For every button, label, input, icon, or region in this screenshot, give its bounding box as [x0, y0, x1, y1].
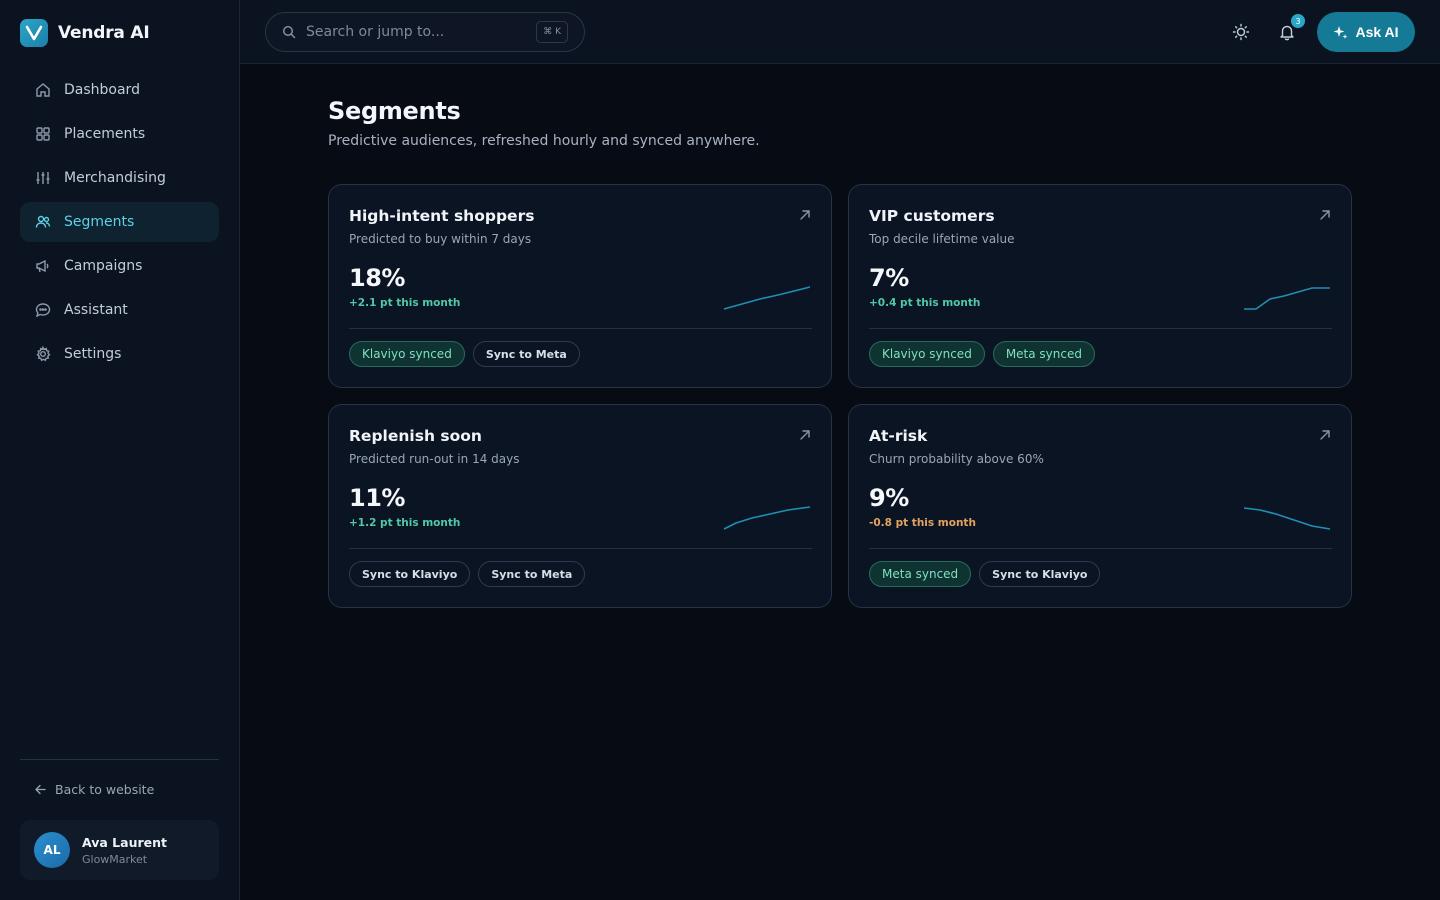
card-divider [869, 328, 1332, 329]
card-divider [349, 328, 812, 329]
page-subtitle: Predictive audiences, refreshed hourly a… [328, 133, 760, 149]
segment-subtitle: Predicted to buy within 7 days [349, 232, 532, 246]
meta-synced-chip[interactable]: Meta synced [992, 341, 1095, 367]
segment-delta: +1.2 pt this month [349, 517, 461, 529]
sync-to-klaviyo-button[interactable]: Sync to Klaviyo [979, 561, 1101, 587]
card-divider [349, 548, 812, 549]
back-to-website-label: Back to website [55, 782, 155, 797]
sidebar-item-assistant[interactable]: Assistant [20, 290, 219, 330]
sidebar-item-settings[interactable]: Settings [20, 334, 219, 374]
trend-sparkline [1244, 287, 1330, 310]
sidebar-item-placements[interactable]: Placements [20, 114, 219, 154]
segment-subtitle: Top decile lifetime value [869, 232, 1015, 246]
klaviyo-synced-chip[interactable]: Klaviyo synced [349, 341, 465, 367]
sidebar-item-label: Segments [64, 214, 135, 230]
search-input[interactable] [306, 24, 526, 40]
segment-title: At-risk [869, 427, 928, 445]
sync-to-meta-button[interactable]: Sync to Meta [478, 561, 586, 587]
sync-to-meta-button[interactable]: Sync to Meta [472, 341, 580, 367]
open-segment-arrow-icon[interactable] [1319, 429, 1331, 441]
ask-ai-label: Ask AI [1355, 24, 1399, 40]
brand-name: Vendra AI [58, 23, 150, 43]
segment-subtitle: Predicted run-out in 14 days [349, 452, 520, 466]
theme-toggle-button[interactable] [1229, 20, 1253, 44]
sidebar-nav: Dashboard Placements Merchandising Segme… [20, 70, 219, 378]
user-org: GlowMarket [82, 852, 148, 866]
segment-value: 9% [869, 484, 909, 512]
trend-sparkline [723, 286, 811, 310]
sun-icon [1232, 23, 1250, 41]
sidebar: Vendra AI Dashboard Placements Merchandi… [0, 0, 240, 900]
sidebar-item-label: Dashboard [64, 82, 140, 98]
trend-sparkline [723, 506, 811, 530]
sync-to-klaviyo-button[interactable]: Sync to Klaviyo [349, 561, 471, 587]
segment-delta: -0.8 pt this month [869, 517, 976, 529]
sidebar-item-label: Merchandising [64, 170, 166, 186]
segment-delta: +0.4 pt this month [869, 297, 981, 309]
chat-icon [34, 301, 52, 319]
home-icon [34, 81, 52, 99]
avatar: AL [34, 832, 70, 868]
open-segment-arrow-icon[interactable] [799, 429, 811, 441]
search-icon [282, 25, 296, 39]
search-shortcut: ⌘ K [536, 21, 568, 43]
bell-icon [1278, 23, 1296, 41]
segment-subtitle: Churn probability above 60% [869, 452, 1044, 466]
brand[interactable]: Vendra AI [20, 19, 150, 47]
page-title: Segments [328, 97, 461, 125]
segment-card-replenish[interactable]: Replenish soon Predicted run-out in 14 d… [328, 404, 832, 608]
arrow-left-icon [34, 783, 47, 796]
gear-icon [34, 345, 52, 363]
sidebar-divider [20, 759, 219, 760]
back-to-website-link[interactable]: Back to website [34, 782, 154, 797]
sidebar-item-dashboard[interactable]: Dashboard [20, 70, 219, 110]
segment-title: Replenish soon [349, 427, 482, 445]
notification-count-badge: 3 [1291, 14, 1305, 28]
sidebar-item-campaigns[interactable]: Campaigns [20, 246, 219, 286]
ask-ai-button[interactable]: Ask AI [1317, 12, 1415, 52]
meta-synced-chip[interactable]: Meta synced [869, 561, 972, 587]
notifications-button[interactable]: 3 [1275, 14, 1305, 44]
segment-title: VIP customers [869, 207, 995, 225]
card-divider [869, 548, 1332, 549]
segment-value: 18% [349, 264, 405, 292]
user-name: Ava Laurent [82, 834, 167, 850]
segment-value: 7% [869, 264, 909, 292]
segment-card-high-intent[interactable]: High-intent shoppers Predicted to buy wi… [328, 184, 832, 388]
open-segment-arrow-icon[interactable] [1319, 209, 1331, 221]
segment-card-at-risk[interactable]: At-risk Churn probability above 60% 9% -… [848, 404, 1352, 608]
sidebar-item-label: Campaigns [64, 258, 143, 274]
megaphone-icon [34, 257, 52, 275]
open-segment-arrow-icon[interactable] [799, 209, 811, 221]
segment-title: High-intent shoppers [349, 207, 535, 225]
sidebar-item-label: Placements [64, 126, 146, 142]
segment-delta: +2.1 pt this month [349, 297, 461, 309]
grid-icon [34, 125, 52, 143]
klaviyo-synced-chip[interactable]: Klaviyo synced [869, 341, 985, 367]
sidebar-item-merchandising[interactable]: Merchandising [20, 158, 219, 198]
sidebar-item-segments[interactable]: Segments [20, 202, 219, 242]
search-box[interactable]: ⌘ K [265, 12, 585, 52]
sliders-icon [34, 169, 52, 187]
segment-card-vip[interactable]: VIP customers Top decile lifetime value … [848, 184, 1352, 388]
sidebar-item-label: Settings [64, 346, 122, 362]
trend-sparkline [1243, 507, 1331, 530]
user-card[interactable]: AL Ava Laurent GlowMarket [20, 820, 219, 880]
brand-logo-icon [20, 19, 48, 47]
users-icon [34, 213, 52, 231]
topbar: ⌘ K 3 Ask AI [240, 0, 1440, 64]
sidebar-item-label: Assistant [64, 302, 128, 318]
segment-value: 11% [349, 484, 405, 512]
sparkle-icon [1333, 25, 1348, 40]
